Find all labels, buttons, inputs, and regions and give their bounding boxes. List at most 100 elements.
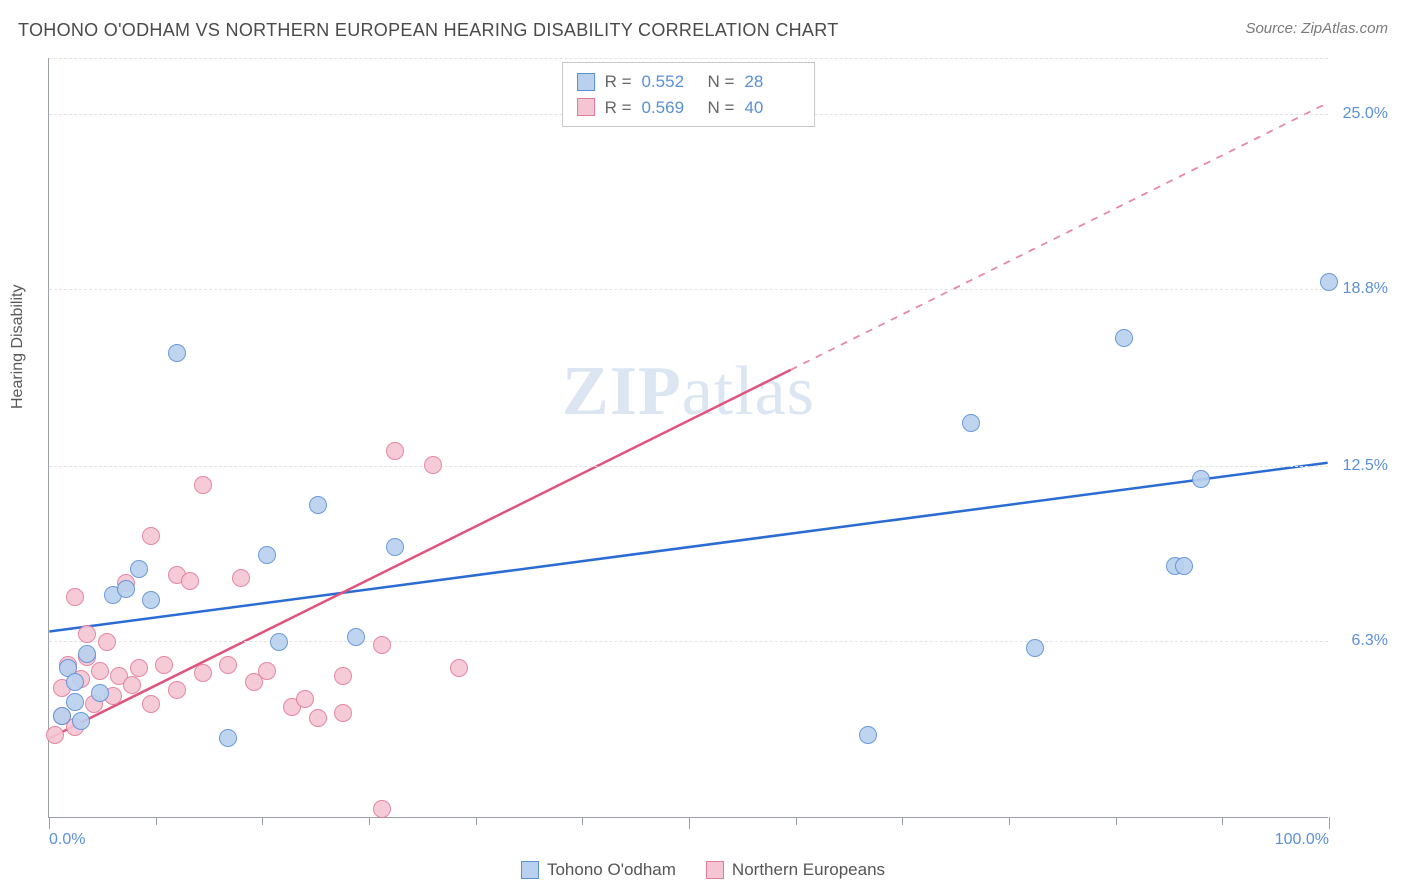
legend-swatch [577,73,595,91]
stat-n-label: N = [708,69,735,95]
scatter-point [53,707,71,725]
scatter-point [386,538,404,556]
stat-r-value: 0.552 [642,69,698,95]
x-tick [689,817,690,829]
x-tick [156,817,157,825]
scatter-point [309,496,327,514]
x-tick [902,817,903,825]
grid-line [49,289,1328,290]
trend-lines-layer [49,58,1328,817]
scatter-point [168,681,186,699]
scatter-point [386,442,404,460]
trend-line-solid [49,463,1327,632]
scatter-point [1320,273,1338,291]
scatter-point [168,344,186,362]
scatter-point [66,588,84,606]
scatter-point [91,662,109,680]
scatter-point [142,591,160,609]
grid-line [49,466,1328,467]
scatter-point [142,527,160,545]
x-tick [1222,817,1223,825]
x-tick-label: 100.0% [1275,831,1329,849]
y-tick-label: 12.5% [1343,457,1388,475]
stat-n-label: N = [708,95,735,121]
scatter-point [194,664,212,682]
stat-r-label: R = [605,95,632,121]
scatter-point [1115,329,1133,347]
x-tick [796,817,797,825]
watermark: ZIPatlas [562,352,815,432]
scatter-point [66,693,84,711]
scatter-point [46,726,64,744]
x-tick [582,817,583,825]
watermark-zip: ZIP [562,353,682,430]
legend-label: Tohono O'odham [547,860,676,880]
scatter-point [130,659,148,677]
x-tick [1009,817,1010,825]
plot-area: ZIPatlas 6.3%12.5%18.8%25.0%0.0%100.0%R … [48,58,1328,818]
stat-row: R = 0.569 N = 40 [577,95,801,121]
scatter-point [155,656,173,674]
scatter-point [373,800,391,818]
y-axis-label: Hearing Disability [9,285,27,410]
x-tick [1329,817,1330,829]
source-credit: Source: ZipAtlas.com [1245,20,1388,37]
scatter-point [309,709,327,727]
grid-line [49,641,1328,642]
scatter-point [130,560,148,578]
scatter-point [347,628,365,646]
scatter-point [424,456,442,474]
scatter-point [72,712,90,730]
stat-r-value: 0.569 [642,95,698,121]
stat-row: R = 0.552 N = 28 [577,69,801,95]
x-tick [369,817,370,825]
legend-swatch [706,861,724,879]
scatter-point [181,572,199,590]
scatter-point [219,656,237,674]
grid-line [49,58,1328,59]
scatter-point [859,726,877,744]
legend-swatch [521,861,539,879]
scatter-point [450,659,468,677]
x-tick [49,817,50,829]
scatter-point [66,673,84,691]
stat-n-value: 28 [744,69,800,95]
scatter-point [78,645,96,663]
scatter-point [117,580,135,598]
stat-box: R = 0.552 N = 28 R = 0.569 N = 40 [562,62,816,127]
trend-line-dashed [791,103,1328,370]
scatter-point [962,414,980,432]
chart-title: TOHONO O'ODHAM VS NORTHERN EUROPEAN HEAR… [18,20,839,41]
watermark-atlas: atlas [682,353,815,430]
trend-line-solid [49,370,790,738]
stat-r-label: R = [605,69,632,95]
scatter-point [123,676,141,694]
legend-label: Northern Europeans [732,860,885,880]
scatter-point [219,729,237,747]
x-tick-label: 0.0% [49,831,85,849]
scatter-point [194,476,212,494]
scatter-point [1026,639,1044,657]
legend-item: Tohono O'odham [521,860,676,880]
y-tick-label: 25.0% [1343,105,1388,123]
scatter-point [334,667,352,685]
scatter-point [98,633,116,651]
scatter-point [78,625,96,643]
scatter-point [373,636,391,654]
scatter-point [232,569,250,587]
x-tick [262,817,263,825]
legend-item: Northern Europeans [706,860,885,880]
scatter-point [91,684,109,702]
legend-swatch [577,98,595,116]
x-tick [1116,817,1117,825]
scatter-point [334,704,352,722]
stat-n-value: 40 [744,95,800,121]
y-tick-label: 6.3% [1352,632,1388,650]
y-tick-label: 18.8% [1343,280,1388,298]
scatter-point [258,546,276,564]
scatter-point [296,690,314,708]
scatter-point [142,695,160,713]
scatter-point [258,662,276,680]
scatter-point [270,633,288,651]
x-tick [476,817,477,825]
